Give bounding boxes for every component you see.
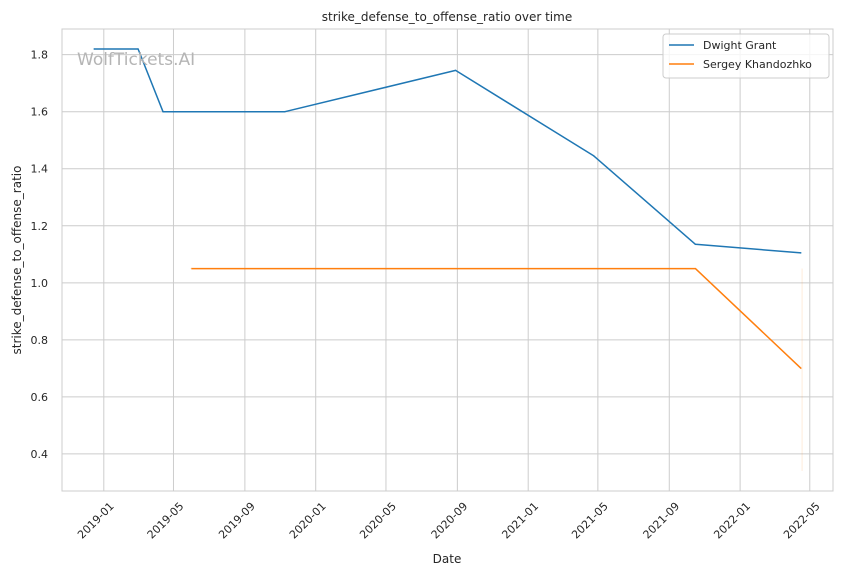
legend-entry: Dwight Grant bbox=[703, 39, 777, 52]
x-tick-label: 2020-01 bbox=[287, 500, 329, 542]
x-tick-label: 2022-05 bbox=[781, 500, 823, 542]
x-tick-label: 2020-05 bbox=[357, 500, 399, 542]
y-tick-label: 0.8 bbox=[31, 334, 49, 347]
x-tick-label: 2021-01 bbox=[499, 500, 541, 542]
data-point bbox=[454, 69, 457, 72]
y-tick-label: 0.6 bbox=[31, 391, 49, 404]
data-point bbox=[800, 367, 802, 370]
y-tick-label: 1.2 bbox=[31, 220, 49, 233]
series-lines bbox=[93, 48, 803, 472]
data-point bbox=[800, 252, 802, 254]
x-tick-label: 2022-01 bbox=[711, 500, 753, 542]
y-axis-label: strike_defense_to_offense_ratio bbox=[10, 166, 24, 355]
legend: Dwight Grant Sergey Khandozhko bbox=[662, 33, 830, 79]
series-line-0 bbox=[93, 48, 802, 254]
x-tick-label: 2020-09 bbox=[429, 500, 471, 542]
legend-entry: Sergey Khandozhko bbox=[703, 58, 812, 71]
x-tick-label: 2019-05 bbox=[145, 500, 187, 542]
chart-title: strike_defense_to_offense_ratio over tim… bbox=[322, 10, 572, 24]
data-point bbox=[694, 243, 697, 246]
y-tick-label: 1.4 bbox=[31, 163, 49, 176]
data-point bbox=[93, 48, 95, 50]
watermark: WolfTickets.AI bbox=[77, 50, 195, 70]
plot-background bbox=[62, 29, 833, 491]
y-tick-labels: 0.4 0.6 0.8 1.0 1.2 1.4 1.6 1.8 bbox=[31, 49, 49, 461]
data-point bbox=[162, 110, 164, 113]
y-tick-label: 1.6 bbox=[31, 106, 49, 119]
plot-area bbox=[62, 29, 833, 491]
x-tick-label: 2021-05 bbox=[569, 500, 611, 542]
y-tick-label: 1.8 bbox=[31, 49, 49, 62]
y-tick-label: 0.4 bbox=[31, 448, 49, 461]
x-tick-label: 2021-09 bbox=[641, 500, 683, 542]
x-tick-label: 2019-01 bbox=[75, 500, 117, 542]
plot-frame bbox=[61, 28, 834, 492]
data-point bbox=[593, 155, 595, 157]
legend-box bbox=[662, 33, 830, 79]
x-tick-label: 2019-09 bbox=[216, 500, 258, 542]
y-tick-label: 1.0 bbox=[31, 277, 49, 290]
x-tick-labels: 2019-01 2019-05 2019-09 2020-01 2020-05 2020-… bbox=[75, 500, 823, 542]
data-point bbox=[137, 48, 139, 50]
grid-lines bbox=[62, 29, 833, 491]
data-point bbox=[284, 110, 286, 113]
data-point bbox=[694, 267, 697, 270]
x-axis-label: Date bbox=[433, 552, 462, 566]
data-point bbox=[190, 267, 193, 270]
series-line-1 bbox=[191, 267, 802, 369]
